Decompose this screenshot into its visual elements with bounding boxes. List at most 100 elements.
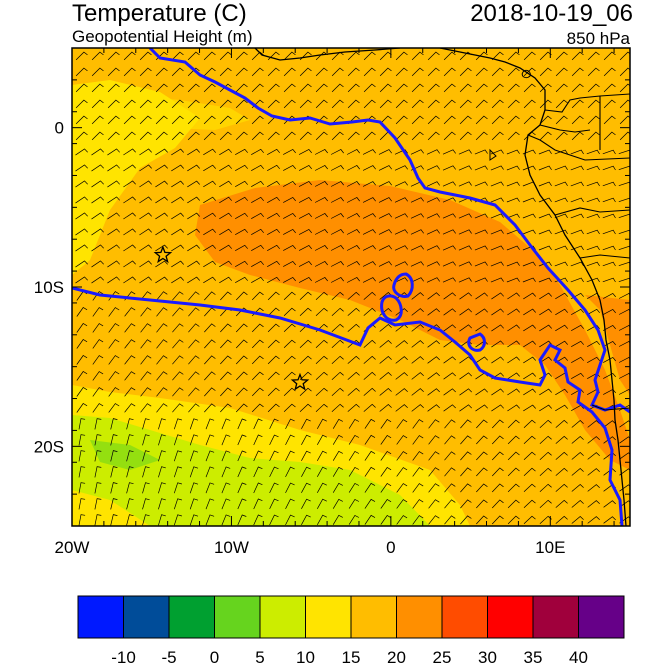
wind-barb	[219, 148, 232, 156]
wind-barb	[442, 165, 456, 171]
wind-barb	[460, 499, 472, 509]
wind-barb	[587, 67, 600, 77]
wind-barb	[253, 514, 263, 526]
wind-barb	[75, 196, 88, 204]
wind-barb	[314, 165, 328, 171]
wind-barb	[314, 229, 328, 235]
wind-barb	[459, 372, 472, 380]
wind-barb	[571, 131, 584, 141]
wind-barb	[267, 131, 280, 141]
wind-barb	[253, 418, 263, 430]
wind-barb	[346, 245, 360, 251]
wind-barb	[459, 115, 472, 125]
wind-barb	[76, 323, 88, 333]
wind-barb	[507, 99, 520, 109]
wind-barb	[76, 403, 88, 413]
wind-barb	[428, 467, 440, 477]
wind-barb	[379, 356, 392, 364]
wind-barb	[427, 308, 440, 316]
colorbar-swatch	[305, 595, 352, 639]
wind-barb	[188, 339, 200, 349]
wind-barb	[331, 83, 344, 93]
wind-barb	[443, 372, 456, 380]
wind-barb	[364, 514, 376, 525]
map-subtitle: Geopotential Height (m)	[72, 27, 253, 46]
wind-barb	[427, 340, 440, 348]
temperature-10-region	[72, 415, 430, 526]
wind-barb	[555, 419, 568, 428]
colorbar	[77, 595, 625, 639]
wind-barb	[362, 213, 376, 219]
wind-barb	[123, 131, 136, 141]
island-outline	[521, 69, 531, 79]
colorbar-swatch	[396, 595, 443, 639]
wind-barb	[507, 467, 520, 477]
wind-barb	[188, 387, 200, 397]
wind-barb	[458, 149, 472, 155]
wind-barb	[506, 149, 520, 155]
wind-barb	[347, 67, 360, 77]
wind-barb	[126, 418, 134, 430]
wind-barb	[555, 404, 568, 412]
wind-barb	[219, 67, 232, 77]
wind-barb	[476, 499, 488, 509]
wind-barb	[108, 403, 120, 413]
wind-barb	[107, 212, 120, 220]
wind-barb	[171, 83, 184, 93]
wind-barb	[571, 484, 584, 492]
wind-barb	[379, 324, 392, 332]
wind-barb	[395, 115, 408, 125]
wind-barb	[75, 51, 88, 61]
wind-barb	[476, 515, 488, 525]
wind-barb	[394, 149, 408, 155]
wind-barb	[155, 212, 168, 220]
colorbar-swatch	[77, 595, 124, 639]
wind-barb	[587, 516, 600, 524]
wind-barb	[126, 498, 134, 510]
wind-barb	[220, 371, 232, 381]
colorbar-swatch	[168, 595, 215, 639]
lake-outline	[489, 148, 497, 161]
height-contour-loop-3	[467, 332, 486, 352]
wind-barb	[460, 451, 472, 461]
wind-barb	[91, 148, 104, 156]
wind-barb	[380, 515, 392, 525]
wind-barb	[362, 165, 376, 171]
wind-barb	[570, 277, 584, 283]
wind-barb	[315, 403, 328, 412]
wind-barb	[235, 99, 248, 109]
wind-barb	[379, 115, 392, 125]
wind-barb	[123, 228, 136, 236]
wind-barb	[396, 483, 408, 493]
wind-barb	[523, 435, 536, 445]
wind-barb	[411, 324, 424, 332]
wind-barb	[523, 292, 536, 300]
wind-barb	[523, 356, 536, 364]
wind-barb	[155, 196, 168, 204]
wind-barb	[571, 468, 584, 476]
wind-barb	[75, 148, 88, 156]
wind-barb	[538, 213, 552, 219]
wind-barb	[602, 197, 616, 203]
wind-barb	[331, 115, 344, 125]
wind-barb	[203, 276, 216, 284]
wind-barb	[251, 83, 264, 93]
wind-barb	[251, 339, 264, 349]
wind-barb	[618, 229, 630, 235]
wind-barb	[603, 292, 616, 299]
wind-barb	[204, 403, 216, 413]
wind-barb	[237, 450, 247, 462]
wind-barb	[394, 197, 408, 203]
wind-barb	[267, 339, 280, 349]
wind-barb	[427, 356, 440, 364]
wind-barb	[539, 308, 552, 316]
wind-barb	[460, 435, 472, 445]
wind-barb	[555, 83, 568, 93]
wind-barb	[587, 468, 600, 476]
wind-barb	[491, 356, 504, 364]
wind-barb	[491, 467, 504, 477]
wind-barb	[187, 131, 200, 141]
wind-barb	[475, 324, 488, 332]
wind-barb	[380, 483, 392, 493]
wind-barb	[331, 339, 344, 348]
